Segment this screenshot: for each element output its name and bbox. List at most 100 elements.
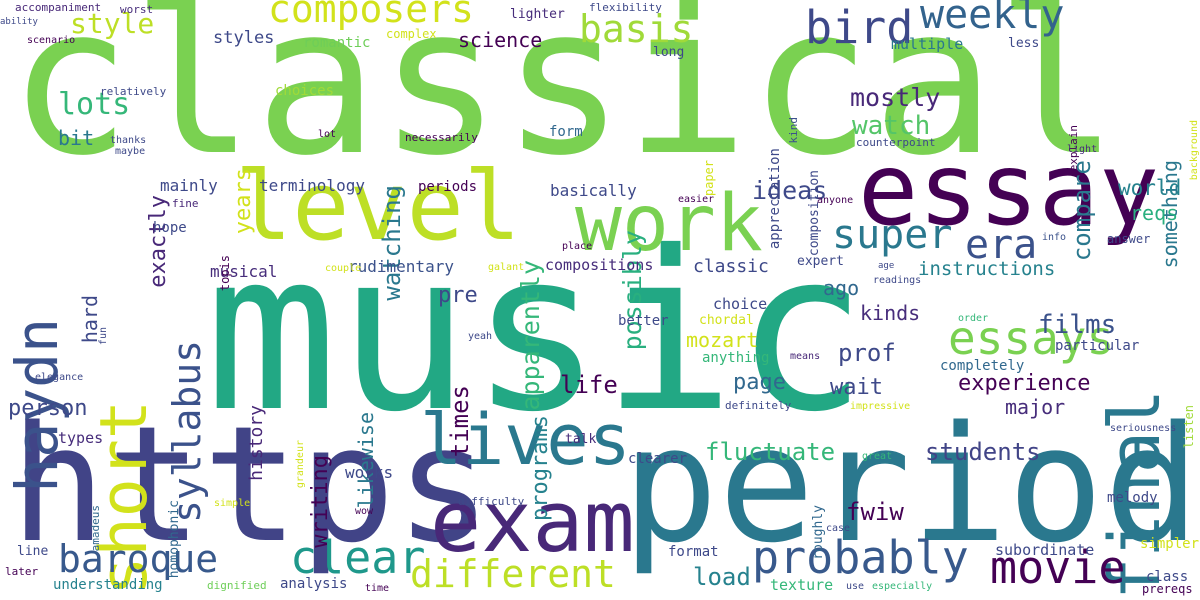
cloud-word-anything: anything xyxy=(702,350,770,366)
cloud-word-prereqs: prereqs xyxy=(1142,582,1193,596)
cloud-word-times: times xyxy=(446,385,474,458)
cloud-word-clear: clear xyxy=(290,531,426,584)
cloud-word-wow: wow xyxy=(355,506,374,517)
cloud-word-world: world xyxy=(1118,176,1182,200)
cloud-word-essay: essay xyxy=(858,131,1160,248)
cloud-word-choice: choice xyxy=(713,295,768,313)
cloud-word-musical: musical xyxy=(210,262,278,281)
cloud-word-long: long xyxy=(653,45,685,60)
cloud-word-simpler: simpler xyxy=(1140,536,1200,552)
cloud-word-topis: topis xyxy=(218,255,232,292)
cloud-word-fwiw: fwiw xyxy=(846,498,904,526)
cloud-word-amadeus: amadeus xyxy=(89,505,102,552)
cloud-word-mostly: mostly xyxy=(850,83,941,112)
cloud-word-work: work xyxy=(575,179,763,269)
cloud-word-galant: galant xyxy=(488,262,525,273)
cloud-word-appreciation: appreciation xyxy=(767,148,783,250)
cloud-word-experience: experience xyxy=(958,371,1091,396)
cloud-word-writing: writing xyxy=(308,455,333,548)
cloud-word-fine: fine xyxy=(172,197,199,210)
cloud-word-ideas: ideas xyxy=(752,176,828,205)
cloud-word-periods: periods xyxy=(418,179,478,195)
cloud-word-composers: composers xyxy=(268,0,474,31)
cloud-word-different: different xyxy=(410,552,616,596)
cloud-word-romantic: romantic xyxy=(303,35,371,51)
cloud-word-rudimentary: rudimentary xyxy=(348,257,454,276)
cloud-word-maybe: maybe xyxy=(115,146,146,157)
cloud-word-means: means xyxy=(790,351,821,362)
cloud-word-reqs: reqs xyxy=(1130,201,1179,225)
cloud-word-accompaniment: accompaniment xyxy=(15,1,102,14)
cloud-word-composition: composition xyxy=(807,170,822,257)
cloud-word-style: style xyxy=(70,7,155,40)
cloud-word-music: music xyxy=(205,204,868,460)
cloud-word-difficulty: difficulty xyxy=(458,495,525,508)
cloud-word-worst: worst xyxy=(120,3,154,16)
cloud-word-movie: movie xyxy=(990,541,1126,594)
cloud-word-works: works xyxy=(345,463,394,482)
cloud-word-completely: completely xyxy=(940,358,1025,374)
cloud-word-history: history xyxy=(246,405,267,481)
cloud-word-styles: styles xyxy=(213,28,275,48)
cloud-word-life: life xyxy=(560,371,618,399)
cloud-word-programs: programs xyxy=(528,415,553,521)
cloud-word-expert: expert xyxy=(797,254,844,269)
cloud-word-lighter: lighter xyxy=(510,7,565,22)
cloud-word-anyone: anyone xyxy=(817,195,854,206)
cloud-word-level: level xyxy=(235,152,521,262)
cloud-word-seriousness: seriousness xyxy=(1110,423,1177,434)
cloud-word-instructions: instructions xyxy=(918,258,1056,280)
cloud-word-complex: complex xyxy=(386,27,437,41)
cloud-word-counterpoint: counterpoint xyxy=(856,136,936,149)
cloud-word-films: films xyxy=(1038,310,1117,340)
cloud-word-baroque: baroque xyxy=(58,537,219,581)
cloud-word-particular: particular xyxy=(1055,338,1140,354)
cloud-word-time: time xyxy=(365,583,390,594)
cloud-word-super: super xyxy=(832,212,953,258)
cloud-word-fluctuate: fluctuate xyxy=(705,438,836,466)
cloud-word-years: years xyxy=(231,168,256,235)
cloud-word-watch: watch xyxy=(852,111,931,141)
cloud-word-elegance: elegance xyxy=(35,372,84,383)
cloud-word-paper: paper xyxy=(702,160,716,197)
cloud-word-types: types xyxy=(58,429,104,447)
cloud-word-person: person xyxy=(8,396,88,421)
cloud-word-mainly: mainly xyxy=(160,176,218,195)
cloud-word-melody: melody xyxy=(1107,490,1158,506)
cloud-word-pre: pre xyxy=(438,283,478,308)
cloud-word-class: class xyxy=(1146,569,1189,585)
cloud-word-prof: prof xyxy=(838,339,896,367)
cloud-word-bird: bird xyxy=(805,1,914,54)
cloud-word-basis: basis xyxy=(579,7,694,51)
cloud-word-place: place xyxy=(562,241,593,252)
cloud-word-mozart: mozart xyxy=(686,328,759,352)
cloud-word-easier: easier xyxy=(678,194,715,205)
cloud-word-syllabus: syllabus xyxy=(165,340,209,524)
cloud-word-thanks: thanks xyxy=(110,135,147,146)
cloud-word-great: great xyxy=(862,451,893,462)
cloud-word-exactly: exactly xyxy=(146,195,171,288)
cloud-word-major: major xyxy=(1005,395,1066,419)
cloud-word-era: era xyxy=(965,222,1038,268)
cloud-word-relatively: relatively xyxy=(100,85,167,98)
cloud-word-especially: especially xyxy=(872,581,933,592)
cloud-word-flexibility: flexibility xyxy=(589,1,662,14)
cloud-word-order: order xyxy=(958,313,989,324)
cloud-word-scenario: scenario xyxy=(27,35,76,46)
cloud-word-chordal: chordal xyxy=(699,313,754,328)
cloud-word-analysis: analysis xyxy=(280,576,348,592)
cloud-word-ago: ago xyxy=(823,276,860,300)
cloud-word-readings: readings xyxy=(873,275,922,286)
cloud-word-ability: ability xyxy=(0,17,38,27)
cloud-word-line: line xyxy=(17,544,49,559)
cloud-word-classic: classic xyxy=(693,256,769,277)
cloud-word-apparently: apparently xyxy=(516,260,545,411)
cloud-word-hope: hope xyxy=(153,220,187,236)
cloud-word-basically: basically xyxy=(550,181,637,200)
cloud-word-yeah: yeah xyxy=(468,331,493,342)
cloud-word-texture: texture xyxy=(770,576,834,594)
cloud-word-roughly: roughly xyxy=(811,505,826,560)
cloud-word-subordinate: subordinate xyxy=(995,541,1095,559)
cloud-word-classical: classical xyxy=(8,0,1119,201)
cloud-word-choices: choices xyxy=(275,83,335,99)
